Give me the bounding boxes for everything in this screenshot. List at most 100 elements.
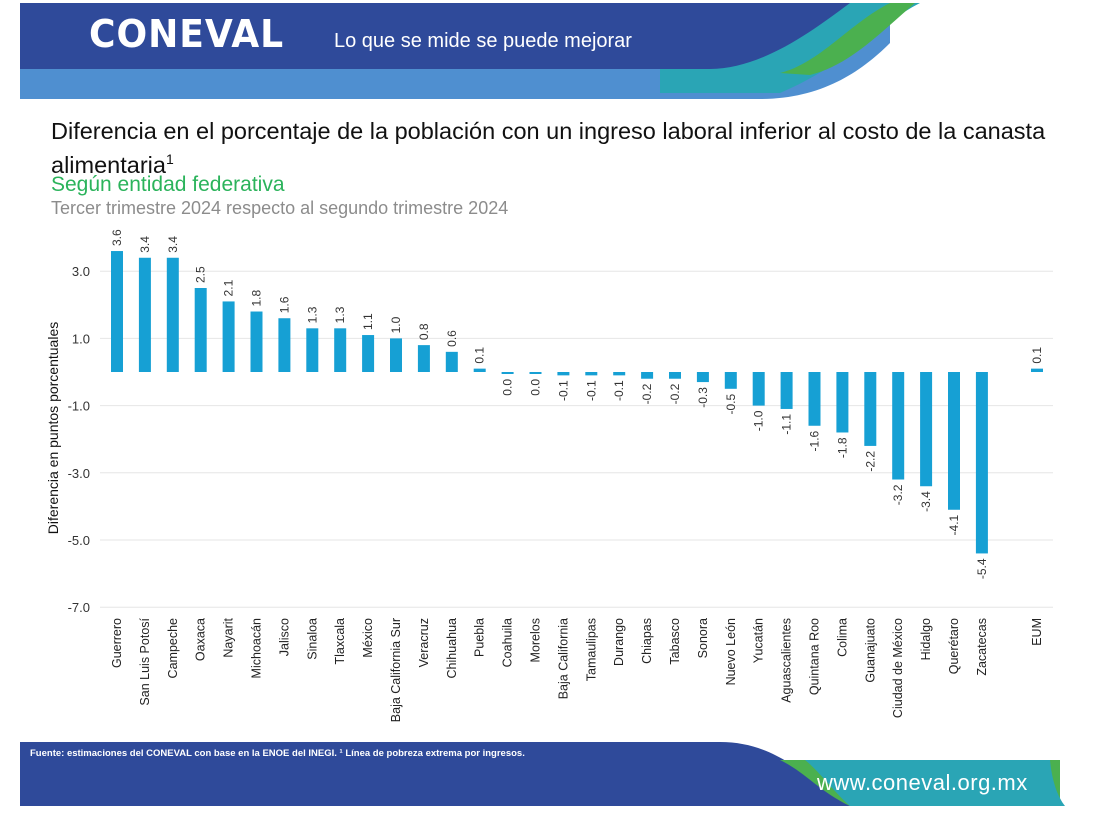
x-category-label: Oaxaca <box>194 618 208 661</box>
bar <box>138 257 151 372</box>
data-labels: 3.6 3.4 3.4 2.5 2.1 1.8 1.6 1.3 1.3 1.1 1.0 0.8 0.6 0… <box>110 229 1044 579</box>
grid-layer <box>100 270 1053 608</box>
data-label: 3.4 <box>138 236 152 253</box>
bar <box>752 372 765 406</box>
data-label: 1.3 <box>333 306 347 323</box>
data-label: -1.0 <box>752 410 766 431</box>
bar <box>975 372 988 554</box>
data-label: -2.2 <box>863 451 877 472</box>
bar <box>1031 368 1043 372</box>
bar <box>780 372 793 409</box>
data-label: 1.0 <box>389 316 403 333</box>
header-slogan: Lo que se mide se puede mejorar <box>334 30 632 52</box>
footer-banner <box>20 742 1065 806</box>
x-category-label: Aguascalientes <box>780 618 794 703</box>
bar <box>501 372 514 374</box>
data-label: -0.3 <box>696 387 710 408</box>
data-label: 1.3 <box>305 306 319 323</box>
x-category-label: Campeche <box>166 618 180 678</box>
bar <box>166 257 179 372</box>
data-label: 2.5 <box>194 266 208 283</box>
data-label: -1.8 <box>835 437 849 458</box>
data-label: -0.1 <box>556 380 570 401</box>
x-category-label: Hidalgo <box>919 618 933 660</box>
data-label: -1.6 <box>808 430 822 451</box>
bar <box>641 372 654 379</box>
bar <box>864 372 877 446</box>
header-dark-band <box>20 3 850 69</box>
bar <box>278 318 291 372</box>
data-label: -5.4 <box>975 558 989 579</box>
bar <box>390 338 402 372</box>
data-label: 0.1 <box>473 347 487 364</box>
source-note: Fuente: estimaciones del CONEVAL con bas… <box>30 748 525 759</box>
data-label: -0.1 <box>584 380 598 401</box>
y-tick-label: 3.0 <box>72 264 90 279</box>
bars <box>111 251 1043 554</box>
x-category-label: Tlaxcala <box>333 618 347 665</box>
x-category-label: Chiapas <box>640 618 654 664</box>
bar <box>696 372 709 383</box>
x-category-label: Guerrero <box>110 618 124 668</box>
y-tick-label: -5.0 <box>68 533 90 548</box>
footer-teal-band <box>805 760 1065 806</box>
data-label: 1.6 <box>277 296 291 313</box>
x-category-label: Tabasco <box>668 618 682 665</box>
x-category-label: Jalisco <box>277 618 291 656</box>
chart-period: Tercer trimestre 2024 respecto al segund… <box>51 198 509 218</box>
data-label: 1.1 <box>361 313 375 330</box>
bar <box>417 345 430 372</box>
x-category-label: Durango <box>612 618 626 666</box>
data-label: -0.2 <box>640 383 654 404</box>
x-category-label: México <box>361 618 375 658</box>
header-banner <box>20 3 920 99</box>
bar <box>445 351 458 372</box>
bar <box>334 328 347 372</box>
bar <box>920 372 933 487</box>
data-label: 0.1 <box>1030 347 1044 364</box>
bar <box>250 311 263 372</box>
y-tick-label: -3.0 <box>68 466 90 481</box>
x-category-label: Sonora <box>696 618 710 658</box>
bar <box>808 372 821 426</box>
bar <box>473 368 486 372</box>
website-link[interactable]: www.coneval.org.mx <box>817 770 1028 795</box>
x-category-label: Puebla <box>473 618 487 657</box>
data-label: -4.1 <box>947 514 961 535</box>
bar <box>111 251 123 372</box>
data-label: 0.8 <box>417 323 431 340</box>
bar <box>724 372 737 389</box>
chart-title: Diferencia en el porcentaje de la poblac… <box>51 117 1051 179</box>
footer-dark-band <box>20 742 850 806</box>
bar <box>669 372 681 379</box>
x-category-label: Guanajuato <box>863 618 877 683</box>
data-label: -0.1 <box>612 380 626 401</box>
bar <box>613 372 626 376</box>
bar <box>529 372 542 374</box>
bar <box>557 372 570 376</box>
y-tick-label: -1.0 <box>68 399 90 414</box>
x-category-label: Tamaulipas <box>584 618 598 681</box>
x-category-label: Nuevo León <box>724 618 738 685</box>
chart-title-footnote-mark: 1 <box>165 151 174 167</box>
x-category-label: Yucatán <box>752 618 766 663</box>
data-label: -0.5 <box>724 393 738 414</box>
x-category-label: EUM <box>1030 618 1044 646</box>
x-category-label: Quintana Roo <box>808 618 822 695</box>
x-category-label: Coahuila <box>501 618 515 667</box>
data-label: 0.0 <box>529 379 543 396</box>
header-teal-wave <box>660 3 920 93</box>
x-category-label: Ciudad de México <box>891 618 905 718</box>
x-category-label: Baja California Sur <box>389 618 403 722</box>
x-category-label: Michoacán <box>250 618 264 678</box>
x-category-label: Baja California <box>556 618 570 699</box>
x-category-label: Sinaloa <box>305 618 319 660</box>
bar <box>222 301 235 372</box>
bar <box>948 372 960 510</box>
chart-subtitle: Según entidad federativa <box>51 173 285 196</box>
x-category-label: San Luis Potosí <box>138 617 152 705</box>
data-label: 2.1 <box>222 279 236 296</box>
coneval-logo: CONEVAL <box>89 12 285 56</box>
y-tick-label: -7.0 <box>68 600 90 615</box>
